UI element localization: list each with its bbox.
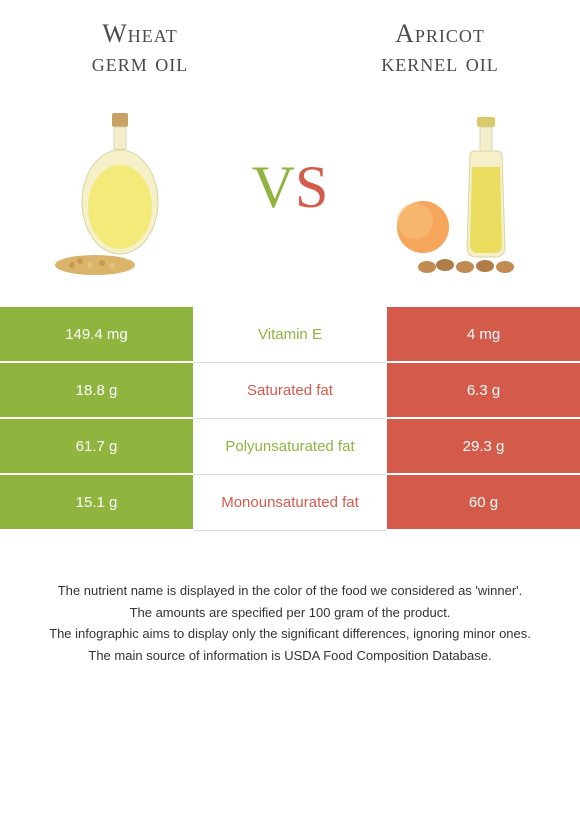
cell-left-value: 61.7 g [0, 419, 193, 475]
table-row: 15.1 gMonounsaturated fat60 g [0, 475, 580, 531]
vs-label: VS [252, 153, 329, 222]
title-right-line2: kernel oil [381, 48, 498, 77]
table-row: 149.4 mgVitamin E4 mg [0, 307, 580, 363]
vs-s: S [295, 153, 328, 222]
table-row: 61.7 gPolyunsaturated fat29.3 g [0, 419, 580, 475]
footer-notes: The nutrient name is displayed in the co… [0, 531, 580, 687]
title-left: Wheat germ oil [40, 20, 240, 77]
nutrient-table: 149.4 mgVitamin E4 mg18.8 gSaturated fat… [0, 307, 580, 531]
cell-left-value: 149.4 mg [0, 307, 193, 363]
cell-right-value: 60 g [387, 475, 580, 531]
cell-label: Vitamin E [193, 307, 387, 363]
cell-right-value: 4 mg [387, 307, 580, 363]
footer-line: The nutrient name is displayed in the co… [40, 581, 540, 601]
vs-v: V [252, 153, 295, 222]
cell-right-value: 6.3 g [387, 363, 580, 419]
title-left-line1: Wheat [102, 19, 178, 48]
wheat-germ-oil-image [40, 97, 200, 277]
cell-right-value: 29.3 g [387, 419, 580, 475]
footer-line: The main source of information is USDA F… [40, 646, 540, 666]
cell-left-value: 18.8 g [0, 363, 193, 419]
title-left-line2: germ oil [92, 48, 189, 77]
title-right: Apricot kernel oil [340, 20, 540, 77]
footer-line: The infographic aims to display only the… [40, 624, 540, 644]
apricot-kernel-oil-image [380, 97, 540, 277]
footer-line: The amounts are specified per 100 gram o… [40, 603, 540, 623]
cell-label: Polyunsaturated fat [193, 419, 387, 475]
cell-left-value: 15.1 g [0, 475, 193, 531]
cell-label: Monounsaturated fat [193, 475, 387, 531]
title-right-line1: Apricot [395, 19, 485, 48]
table-row: 18.8 gSaturated fat6.3 g [0, 363, 580, 419]
cell-label: Saturated fat [193, 363, 387, 419]
